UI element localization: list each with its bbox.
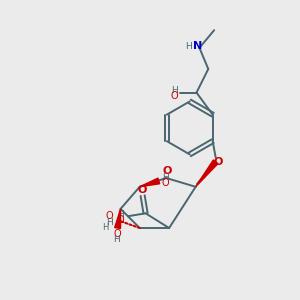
Text: O: O <box>213 157 223 167</box>
Text: H: H <box>117 210 124 219</box>
Text: H: H <box>185 42 192 51</box>
Text: O: O <box>163 167 172 176</box>
Text: H: H <box>106 218 113 226</box>
Text: O: O <box>138 185 147 195</box>
Text: H: H <box>102 223 109 232</box>
Polygon shape <box>140 178 160 187</box>
Polygon shape <box>196 160 218 187</box>
Text: H: H <box>113 235 119 244</box>
Text: N: N <box>194 41 202 51</box>
Text: O: O <box>116 215 124 225</box>
Polygon shape <box>115 209 121 229</box>
Text: H: H <box>162 173 169 182</box>
Text: H: H <box>172 86 178 95</box>
Text: O: O <box>114 229 122 239</box>
Text: O: O <box>171 91 178 100</box>
Text: O: O <box>106 211 113 221</box>
Text: O: O <box>162 178 170 188</box>
